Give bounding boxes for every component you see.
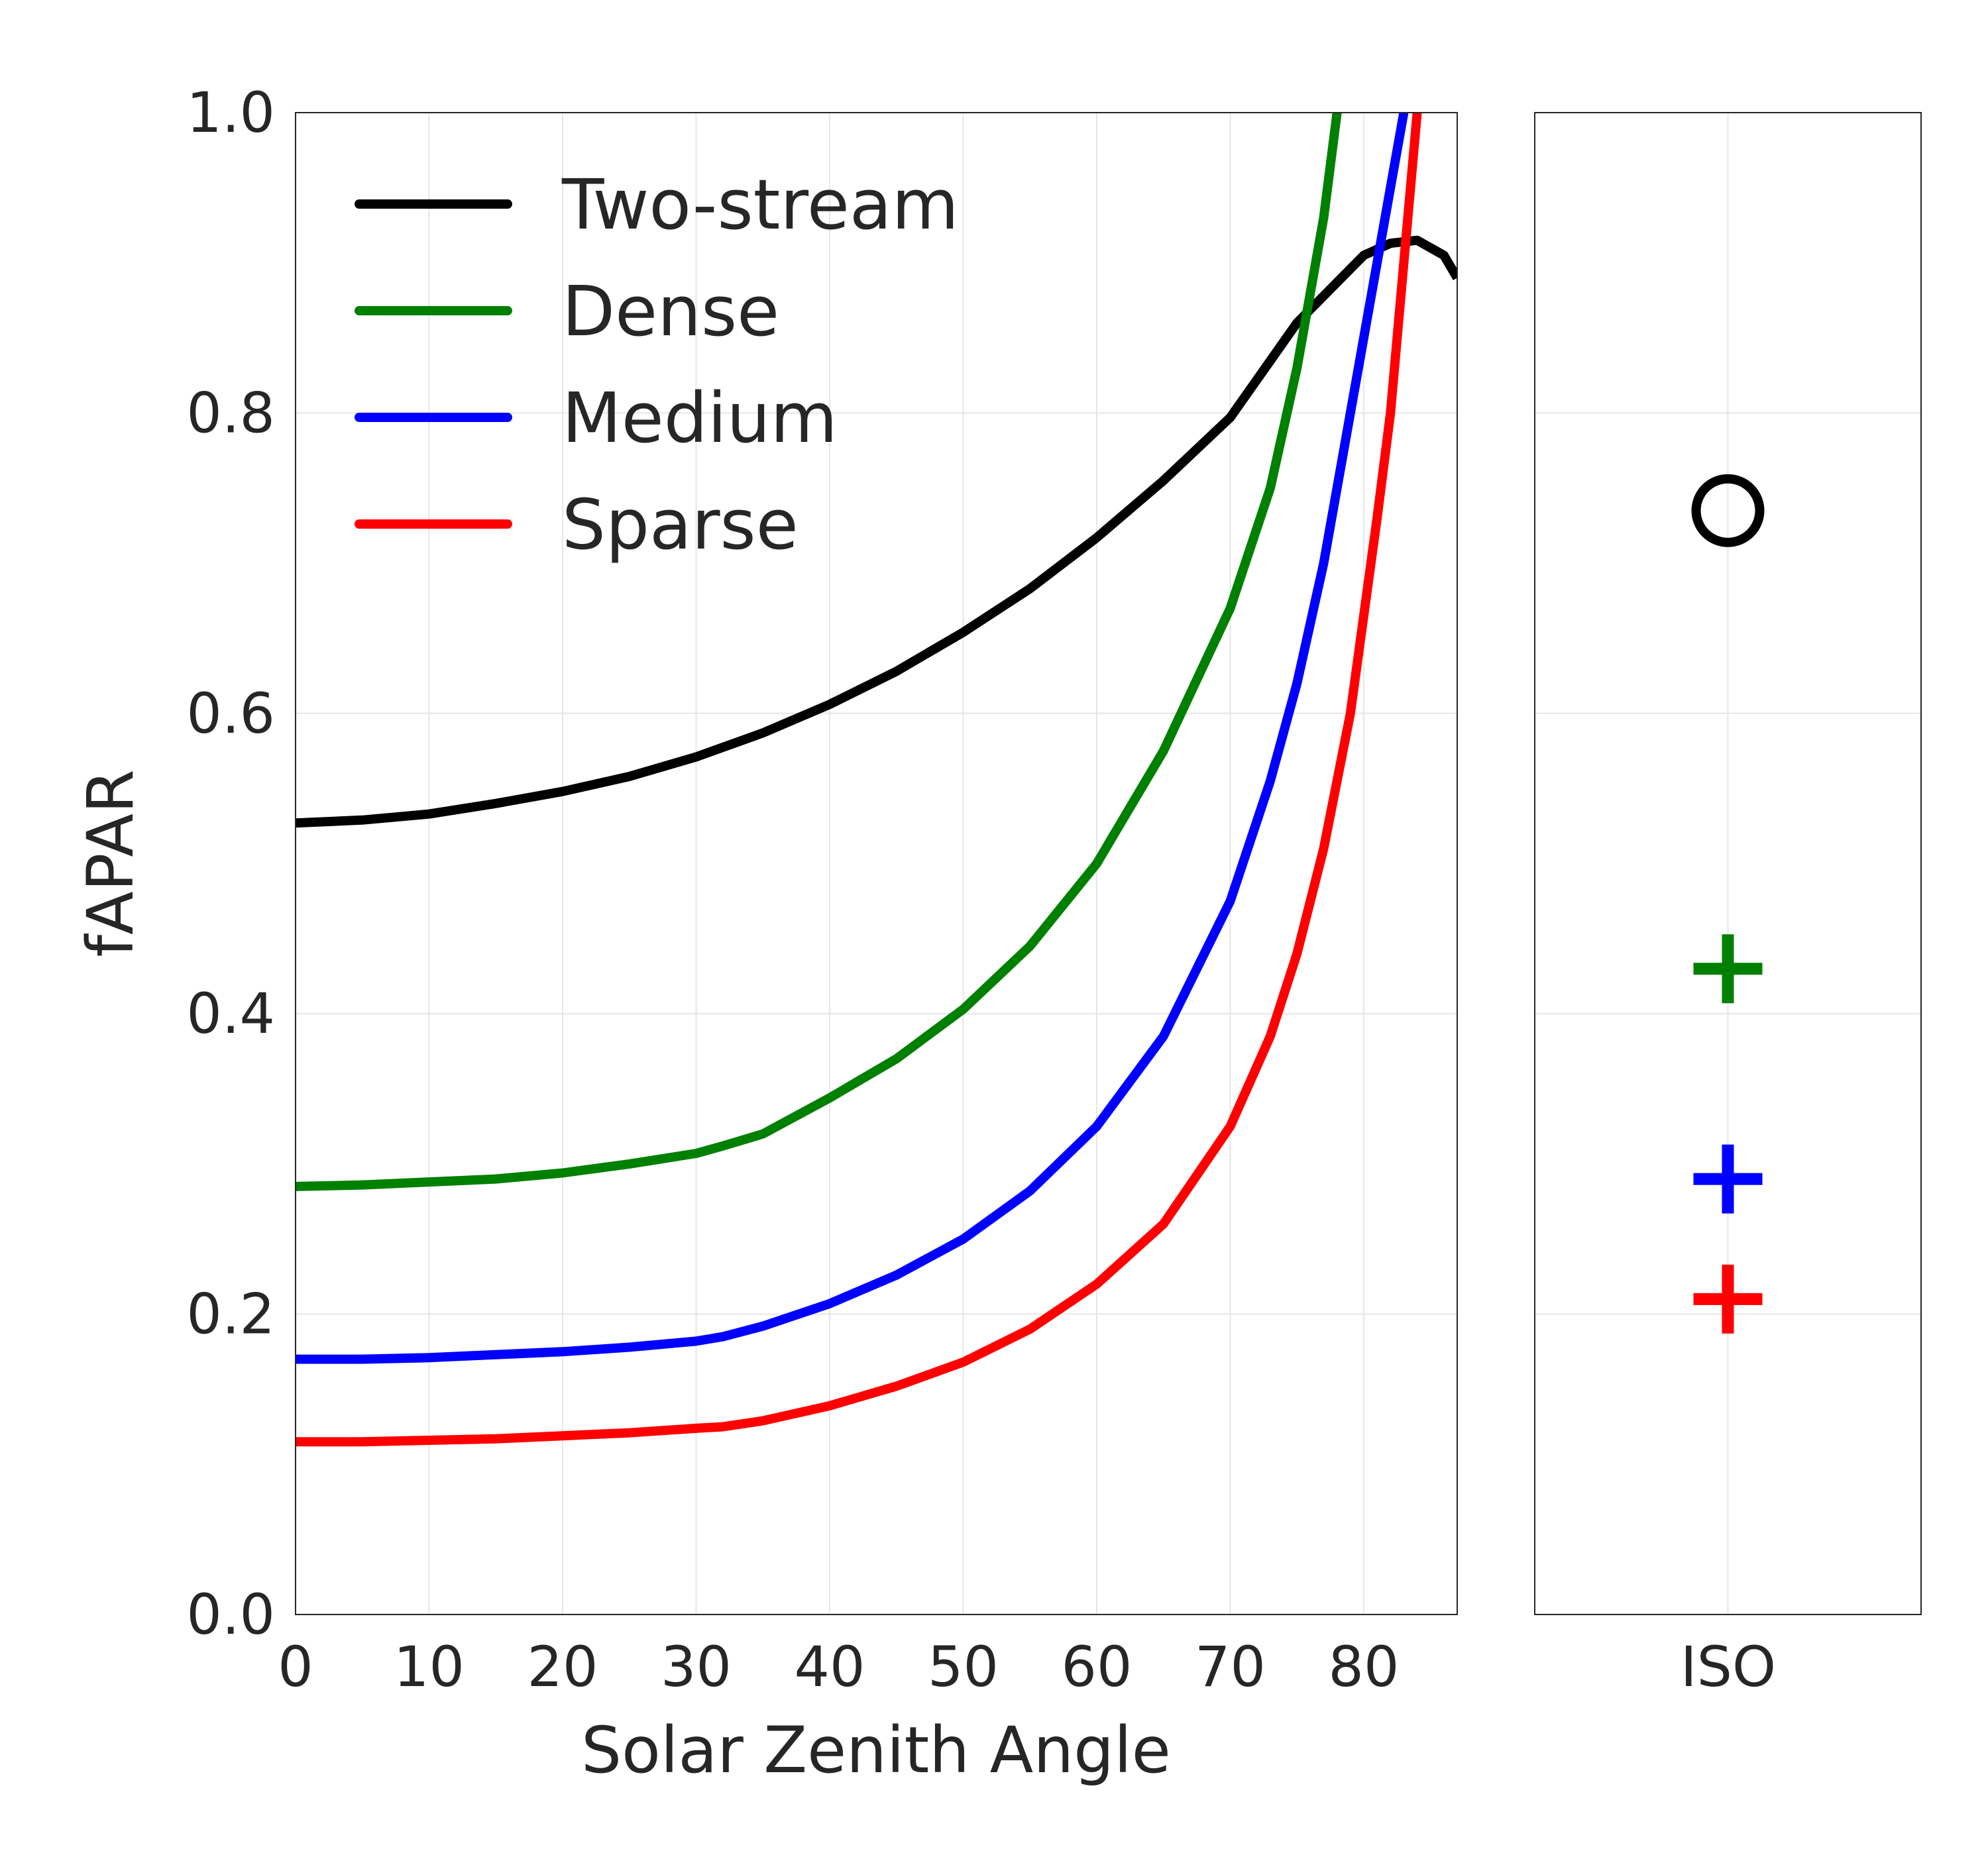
legend: Two-stream Dense Medium Sparse bbox=[355, 164, 959, 565]
y-tick-label: 0.6 bbox=[186, 681, 275, 746]
iso-point-medium bbox=[1693, 1144, 1763, 1214]
main-grid bbox=[295, 112, 1457, 1615]
y-tick-labels: 0.0 0.2 0.4 0.6 0.8 1.0 bbox=[186, 80, 275, 1647]
legend-label-two-stream: Two-stream bbox=[561, 164, 959, 245]
series-line-medium bbox=[296, 113, 1409, 1364]
y-tick-label: 1.0 bbox=[186, 80, 275, 145]
x-tick-label: 30 bbox=[661, 1634, 732, 1699]
legend-label-medium: Medium bbox=[562, 378, 838, 458]
iso-point-dense bbox=[1693, 934, 1763, 1004]
x-tick-label: 0 bbox=[278, 1634, 313, 1699]
main-plot: 0.0 0.2 0.4 0.6 0.8 1.0 0 10 20 30 40 50 60 70 80 Sol… bbox=[74, 80, 1458, 1787]
iso-point-sparse bbox=[1693, 1264, 1763, 1334]
y-tick-label: 0.8 bbox=[186, 380, 275, 445]
series-line-dense bbox=[296, 113, 1342, 1191]
legend-label-dense: Dense bbox=[562, 271, 779, 352]
x-axis-label: Solar Zenith Angle bbox=[581, 1713, 1171, 1787]
x-tick-label: 40 bbox=[795, 1634, 865, 1699]
x-tick-label: 60 bbox=[1062, 1634, 1132, 1699]
x-tick-label: 10 bbox=[394, 1634, 465, 1699]
iso-tick-label: ISO bbox=[1681, 1634, 1776, 1699]
x-tick-label: 70 bbox=[1195, 1634, 1266, 1699]
iso-point-two-stream bbox=[1691, 474, 1765, 547]
x-tick-label: 50 bbox=[928, 1634, 999, 1699]
y-axis-label: fAPAR bbox=[74, 769, 148, 957]
iso-plot-frame bbox=[1534, 112, 1922, 1615]
main-plot-frame bbox=[295, 112, 1458, 1615]
legend-label-sparse: Sparse bbox=[562, 484, 799, 565]
y-tick-label: 0.0 bbox=[186, 1582, 275, 1647]
x-tick-labels: 0 10 20 30 40 50 60 70 80 bbox=[278, 1634, 1399, 1699]
x-tick-label: 20 bbox=[527, 1634, 598, 1699]
iso-grid bbox=[1535, 112, 1921, 1615]
main-lines bbox=[296, 113, 1457, 1447]
iso-plot: ISO bbox=[1534, 112, 1922, 1699]
x-tick-label: 80 bbox=[1329, 1634, 1400, 1699]
iso-points bbox=[1691, 474, 1765, 1334]
y-tick-label: 0.2 bbox=[186, 1282, 275, 1347]
series-line-sparse bbox=[296, 113, 1422, 1447]
y-tick-label: 0.4 bbox=[186, 981, 275, 1046]
